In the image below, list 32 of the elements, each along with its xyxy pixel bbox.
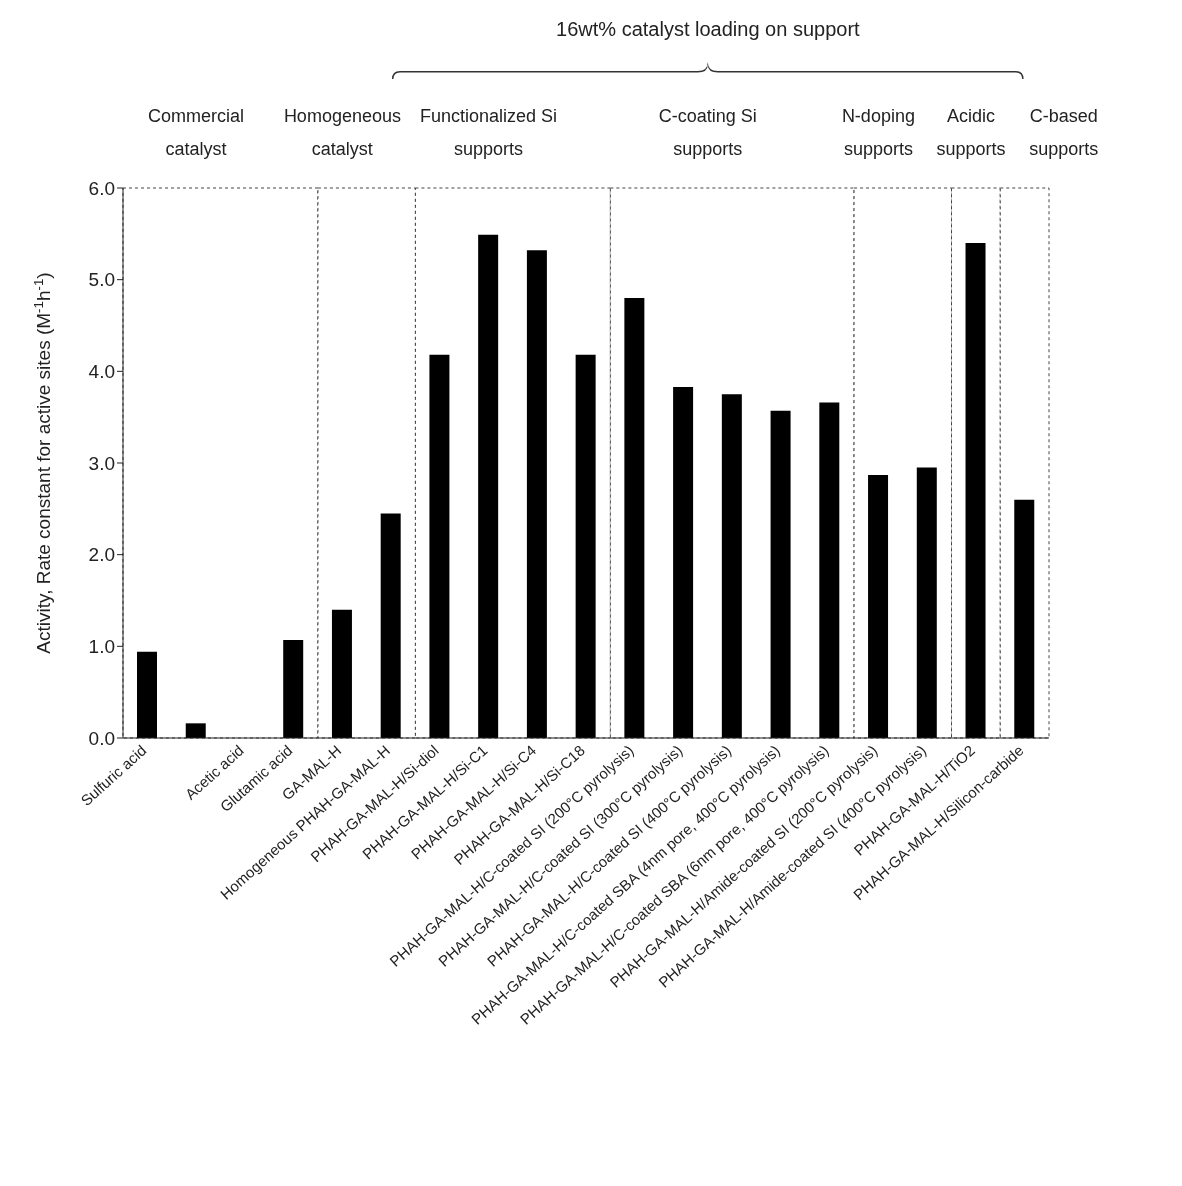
text: 16wt% catalyst loading on support: [555, 18, 861, 41]
band-label: Acidic supports: [935, 105, 1007, 161]
bar: [868, 474, 889, 738]
bar: [1014, 499, 1035, 738]
y-tick-label: 1.0: [88, 636, 115, 658]
y-tick-label: 0.0: [88, 727, 115, 749]
bar: [478, 234, 499, 738]
y-tick-label: 2.0: [88, 544, 115, 566]
band-label: C-coating Si supports: [657, 105, 758, 161]
bar: [526, 250, 547, 738]
bar: [380, 513, 401, 738]
bar: [819, 402, 840, 738]
bar: [673, 386, 694, 738]
bar: [331, 609, 352, 738]
bar: [575, 354, 596, 738]
bar: [429, 354, 450, 738]
bar: [916, 467, 937, 738]
bar: [137, 651, 157, 738]
y-tick-label: 3.0: [88, 452, 115, 474]
bar: [770, 410, 791, 738]
y-tick-label: 6.0: [88, 177, 115, 199]
bar: [185, 723, 206, 738]
y-tick-label: 4.0: [88, 361, 115, 383]
bar: [721, 394, 742, 738]
band-label: C-based supports: [1028, 105, 1100, 161]
bar: [283, 639, 304, 738]
band-label: Functionalized Si supports: [418, 105, 559, 161]
band-label: Commercial catalyst: [147, 105, 246, 161]
y-tick-label: 5.0: [88, 269, 115, 291]
band-label: Homogeneous catalyst: [283, 105, 401, 161]
bar: [624, 298, 645, 738]
band-label: N-doping supports: [840, 105, 916, 161]
